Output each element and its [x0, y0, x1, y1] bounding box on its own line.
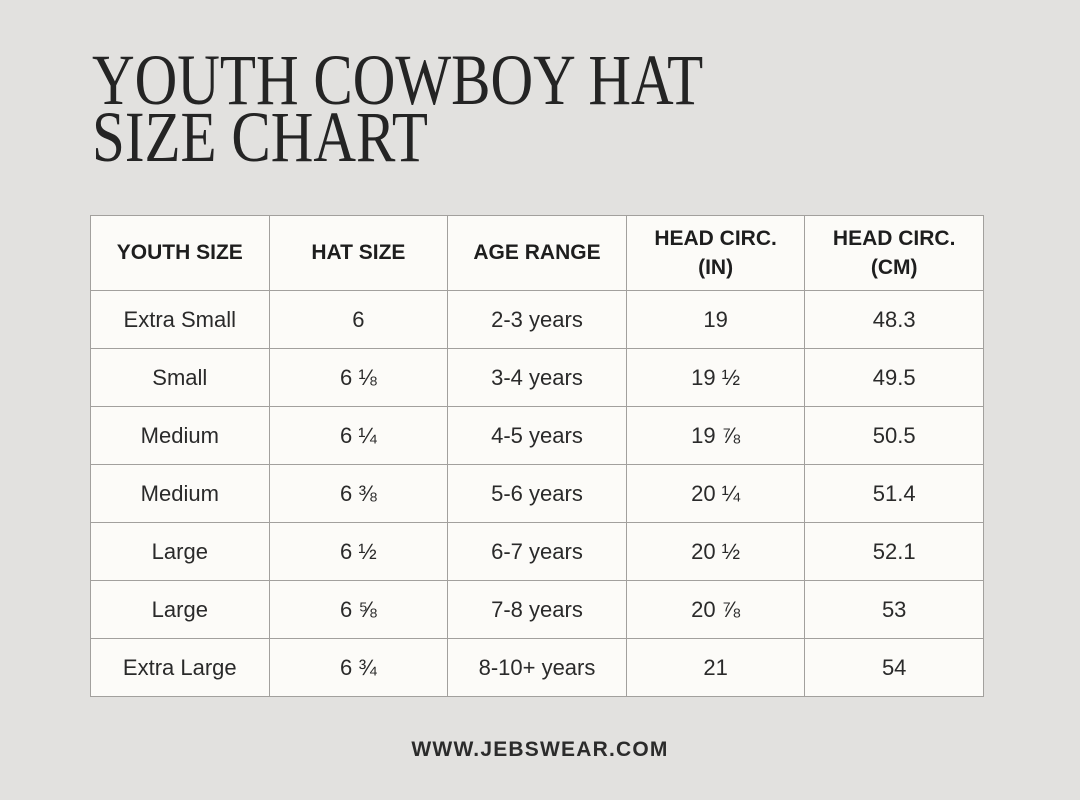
column-header: HAT SIZE [268, 215, 449, 291]
table-cell: 6 ⅛ [268, 348, 449, 407]
table-row: Large 6 ⅝ 7-8 years 20 ⅞ 53 [90, 580, 984, 639]
table-row: Medium 6 ⅜ 5-6 years 20 ¼ 51.4 [90, 464, 984, 523]
table-cell: 49.5 [804, 348, 984, 407]
table-cell: 2-3 years [447, 290, 627, 349]
table-cell: 19 ⅞ [625, 406, 806, 465]
title-line-1: YOUTH COWBOY HAT [92, 40, 704, 120]
table-cell: Extra Small [90, 290, 270, 349]
column-header: HEAD CIRC. (IN) [625, 215, 806, 291]
table-cell: 51.4 [804, 464, 984, 523]
table-cell: 6 ¾ [268, 638, 449, 697]
table-cell: 3-4 years [447, 348, 627, 407]
table-cell: 6 ⅝ [268, 580, 449, 639]
table-row: Large 6 ½ 6-7 years 20 ½ 52.1 [90, 522, 984, 581]
footer-url: WWW.JEBSWEAR.COM [411, 738, 669, 761]
size-chart-table: YOUTH SIZE HAT SIZE AGE RANGE HEAD CIRC. (I… [90, 215, 984, 697]
table-cell: Large [90, 580, 270, 639]
table-cell: 50.5 [804, 406, 984, 465]
table-cell: 7-8 years [447, 580, 627, 639]
table-cell: 52.1 [804, 522, 984, 581]
column-header: HEAD CIRC. (CM) [804, 215, 984, 291]
table-cell: 6 ⅜ [268, 464, 449, 523]
table-cell: 53 [804, 580, 984, 639]
table-cell: 6 [268, 290, 449, 349]
table-cell: Medium [90, 464, 270, 523]
table-row: Medium 6 ¼ 4-5 years 19 ⅞ 50.5 [90, 406, 984, 465]
table-cell: 20 ½ [625, 522, 806, 581]
table-cell: Extra Large [90, 638, 270, 697]
table-cell: 19 [625, 290, 806, 349]
table-row: Extra Small 6 2-3 years 19 48.3 [90, 290, 984, 349]
column-header: AGE RANGE [447, 215, 627, 291]
table-cell: Small [90, 348, 270, 407]
table-cell: Large [90, 522, 270, 581]
header-row: YOUTH SIZE HAT SIZE AGE RANGE HEAD CIRC. (I… [90, 215, 984, 291]
table-row: Extra Large 6 ¾ 8-10+ years 21 54 [90, 638, 984, 697]
table-cell: 21 [625, 638, 806, 697]
table-cell: 20 ¼ [625, 464, 806, 523]
table-body: Extra Small 6 2-3 years 19 48.3 Small 6 ⅛ 3-4 y… [90, 290, 984, 697]
table-cell: 20 ⅞ [625, 580, 806, 639]
column-header: YOUTH SIZE [90, 215, 270, 291]
table-cell: 6 ½ [268, 522, 449, 581]
table-row: Small 6 ⅛ 3-4 years 19 ½ 49.5 [90, 348, 984, 407]
page-title: YOUTH COWBOY HAT SIZE CHART [92, 40, 704, 177]
table-cell: 5-6 years [447, 464, 627, 523]
table-cell: 6 ¼ [268, 406, 449, 465]
table-cell: 4-5 years [447, 406, 627, 465]
table-cell: 48.3 [804, 290, 984, 349]
table-cell: Medium [90, 406, 270, 465]
title-line-2: SIZE CHART [92, 97, 428, 177]
table-cell: 54 [804, 638, 984, 697]
table-cell: 19 ½ [625, 348, 806, 407]
table-cell: 6-7 years [447, 522, 627, 581]
table-cell: 8-10+ years [447, 638, 627, 697]
